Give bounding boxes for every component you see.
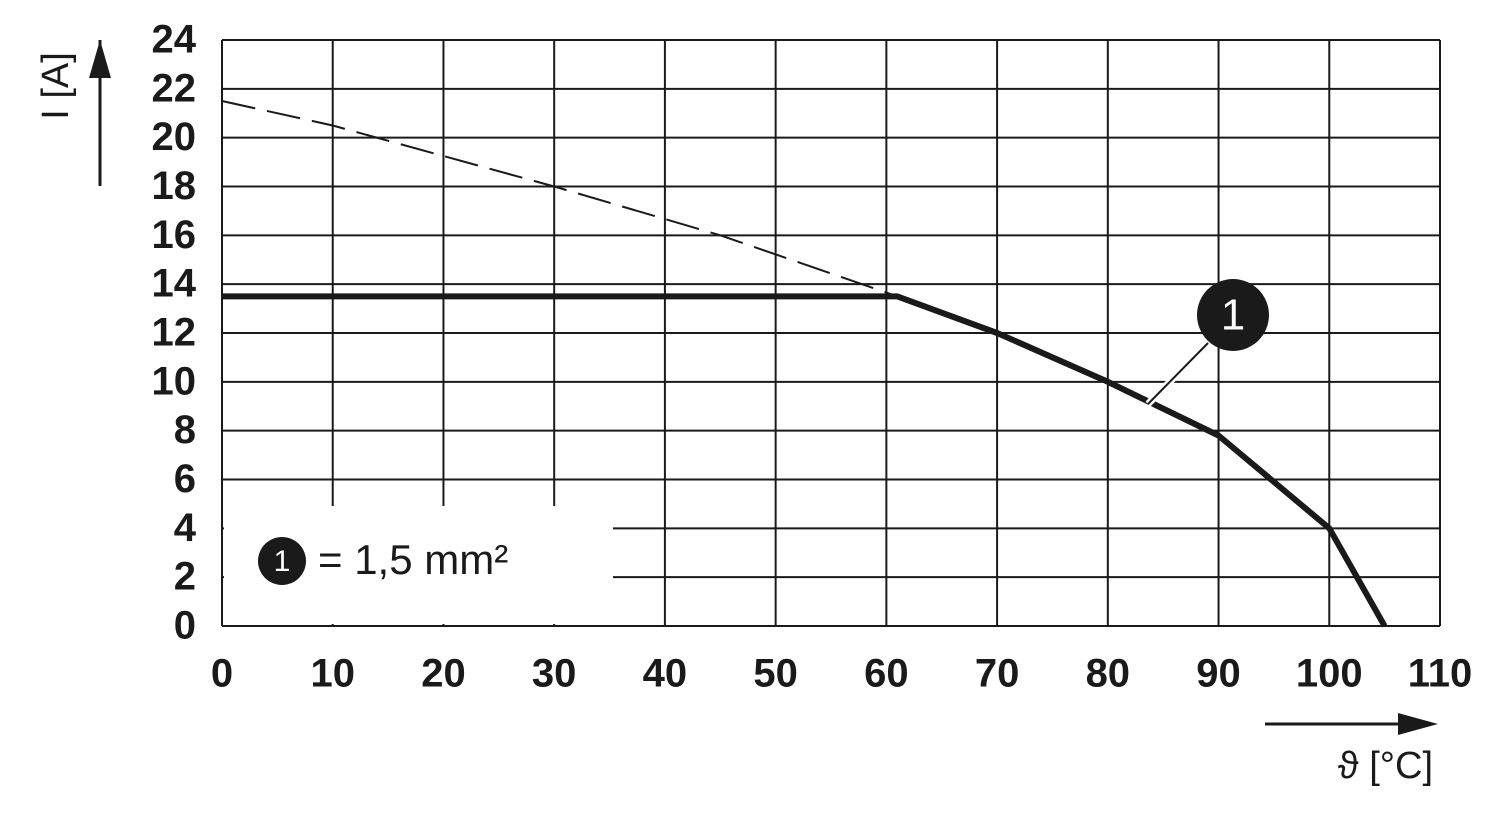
y-tick-label: 14 <box>152 262 197 306</box>
x-tick-label: 20 <box>421 652 466 696</box>
y-tick-label: 20 <box>152 115 197 159</box>
x-axis-label: ϑ [°C] <box>1338 745 1433 787</box>
y-tick-label: 24 <box>152 18 197 62</box>
y-tick-label: 4 <box>174 506 197 550</box>
x-tick-label: 70 <box>975 652 1020 696</box>
y-tick-label: 6 <box>174 457 196 501</box>
y-tick-label: 12 <box>152 311 197 355</box>
y-tick-label: 2 <box>174 555 196 599</box>
x-tick-label: 50 <box>753 652 798 696</box>
legend-marker-label: 1 <box>274 545 291 578</box>
y-tick-label: 18 <box>152 164 197 208</box>
x-tick-label: 90 <box>1196 652 1241 696</box>
x-tick-label: 60 <box>864 652 909 696</box>
y-axis-label: I [A] <box>35 52 77 120</box>
x-tick-label: 80 <box>1086 652 1131 696</box>
series-line <box>221 100 898 298</box>
x-tick-label: 110 <box>1408 652 1473 696</box>
x-tick-label: 40 <box>643 652 688 696</box>
legend-text: = 1,5 mm² <box>318 536 508 583</box>
x-tick-label: 100 <box>1296 652 1363 696</box>
y-tick-label: 22 <box>152 66 197 110</box>
callout-line <box>1147 342 1209 405</box>
y-arrowhead <box>89 40 111 78</box>
series-line <box>222 293 1388 628</box>
legend-marker <box>258 537 306 585</box>
x-tick-label: 30 <box>532 652 577 696</box>
x-tick-label: 10 <box>310 652 355 696</box>
y-tick-label: 10 <box>152 359 197 403</box>
x-arrowhead <box>1398 713 1438 735</box>
y-tick-label: 8 <box>174 408 196 452</box>
y-tick-label: 0 <box>174 604 196 648</box>
callout-circle <box>1197 279 1269 351</box>
callout-label: 1 <box>1221 291 1245 340</box>
x-tick-label: 0 <box>211 652 233 696</box>
y-tick-label: 16 <box>152 213 197 257</box>
